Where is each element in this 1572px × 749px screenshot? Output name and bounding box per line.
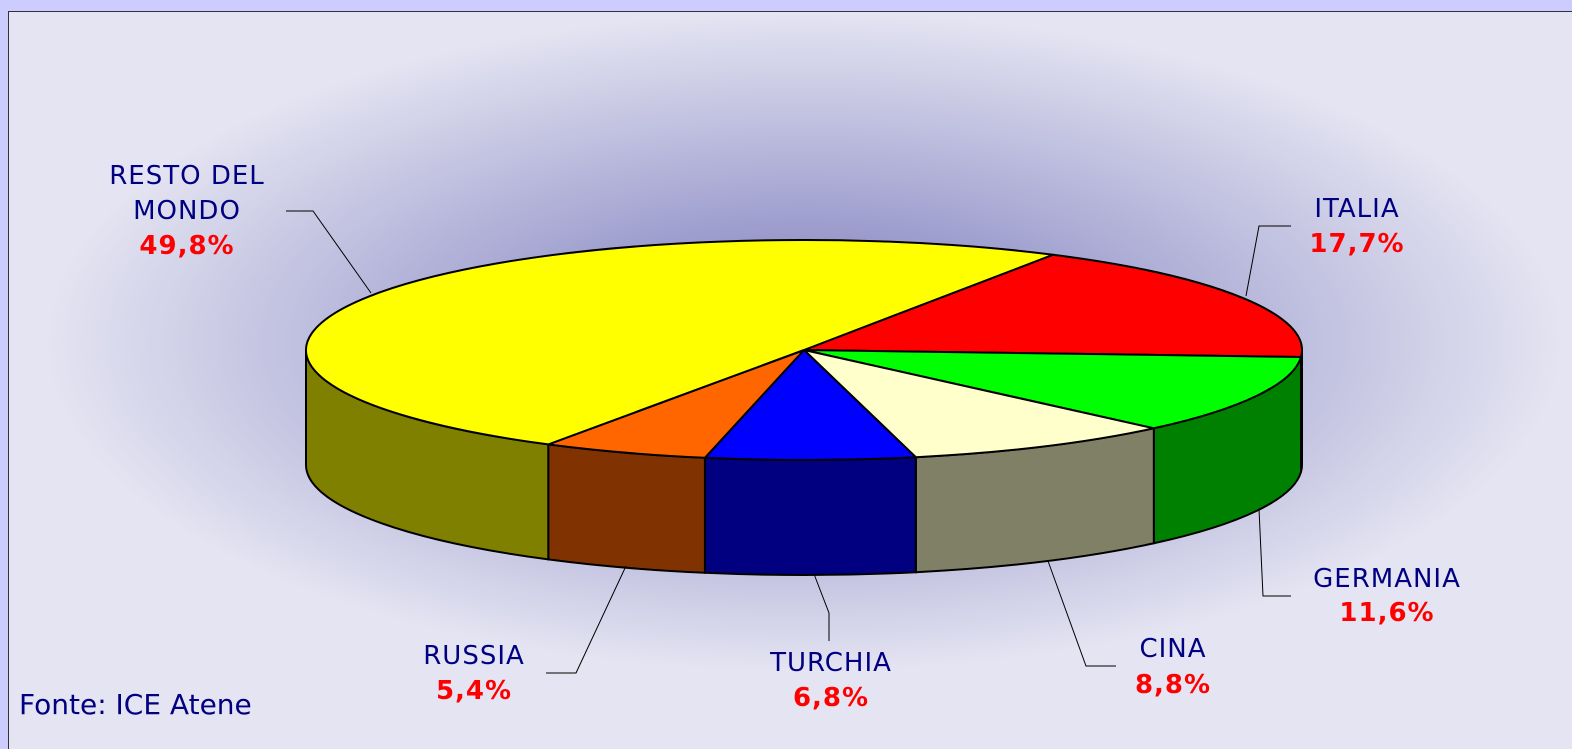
slice-label: TURCHIA xyxy=(770,648,892,678)
leader-line xyxy=(1047,560,1116,667)
value-label: 11,6% xyxy=(1339,598,1435,628)
value-label: 49,8% xyxy=(139,231,235,261)
slice-label: ITALIA xyxy=(1314,194,1400,224)
value-label: 17,7% xyxy=(1309,229,1405,259)
leader-line xyxy=(286,210,372,294)
slice-top xyxy=(702,348,919,461)
slice-label: RUSSIA xyxy=(423,641,525,671)
slice-label: CINA xyxy=(1139,634,1207,664)
slice-top xyxy=(803,253,1303,359)
leader-line xyxy=(1258,508,1291,597)
value-label: 6,8% xyxy=(792,683,870,713)
chart-panel: Fonte: ICE Atene ITALIA 17,7% GERMANIA 11,6… xyxy=(8,11,1572,749)
slice-side xyxy=(547,443,706,574)
leader-line xyxy=(813,573,830,641)
slice-top xyxy=(304,238,1054,446)
chart xyxy=(286,210,1304,674)
leader-line xyxy=(1245,225,1291,297)
slice-label: GERMANIA xyxy=(1313,564,1461,594)
slice-label: RESTO DEL MONDO xyxy=(109,161,265,226)
source-note: Fonte: ICE Atene xyxy=(19,688,252,721)
slice-top xyxy=(547,349,805,459)
leader-line xyxy=(546,565,627,674)
slice-top xyxy=(800,348,1155,459)
value-label: 5,4% xyxy=(435,676,513,706)
value-label: 8,8% xyxy=(1134,670,1212,700)
slice-top xyxy=(803,349,1303,430)
slice-side xyxy=(703,456,917,576)
